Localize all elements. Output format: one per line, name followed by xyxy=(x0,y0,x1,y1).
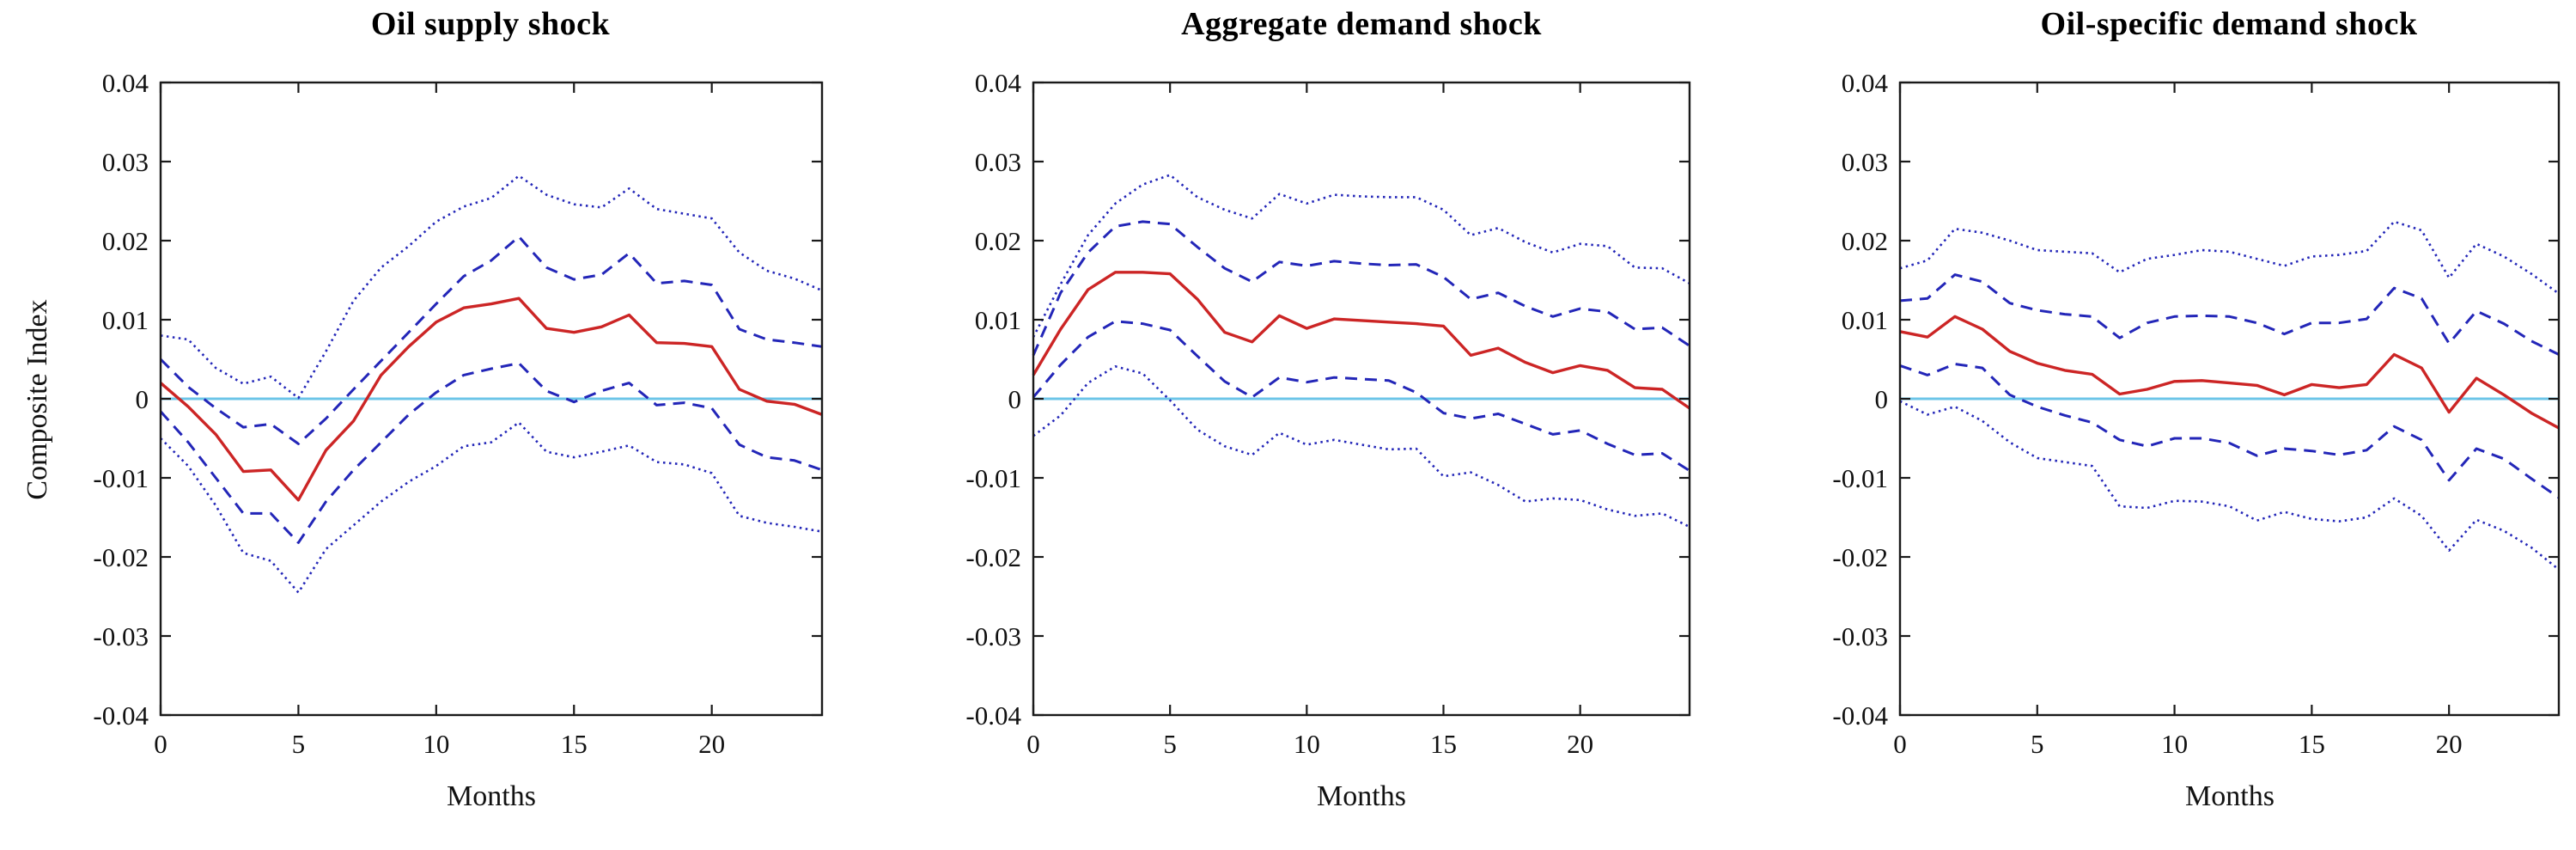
x-tick-label: 5 xyxy=(2031,729,2044,759)
axes-box xyxy=(1032,81,1691,717)
axes-box xyxy=(159,81,824,717)
x-tick-label: 15 xyxy=(1430,729,1457,759)
y-tick-label: 0 xyxy=(136,384,149,414)
series-dashed_upper_band xyxy=(1032,220,1690,357)
x-tick-label: 10 xyxy=(2161,729,2188,759)
x-tick-label: 5 xyxy=(1163,729,1177,759)
x-tick-label: 20 xyxy=(698,729,725,759)
x-axis-label-panel-1: Months xyxy=(447,780,536,812)
y-tick-label: 0.02 xyxy=(1842,226,1888,256)
y-tick-label: -0.02 xyxy=(93,542,149,572)
y-tick-label: -0.04 xyxy=(965,700,1021,731)
series-dotted_upper_band xyxy=(1032,174,1690,338)
y-tick-label: 0.03 xyxy=(975,147,1021,177)
series-dotted_lower_band xyxy=(1899,400,2560,571)
y-tick-label: 0.03 xyxy=(102,147,149,177)
y-tick-label: 0.04 xyxy=(1842,68,1889,98)
series-dashed_lower_band xyxy=(1899,363,2560,499)
y-tick-label: 0.03 xyxy=(1842,147,1888,177)
y-tick-label: -0.03 xyxy=(1832,621,1888,651)
x-tick-label: 10 xyxy=(423,729,449,759)
x-tick-label: 0 xyxy=(154,729,167,759)
y-tick-label: 0.01 xyxy=(975,305,1021,335)
y-tick-label: -0.03 xyxy=(965,621,1021,651)
y-tick-label: -0.01 xyxy=(965,463,1021,493)
y-tick-label: 0.01 xyxy=(1842,305,1888,335)
series-dashed_lower_band xyxy=(159,362,823,544)
x-tick-label: 0 xyxy=(1893,729,1907,759)
series-dashed_lower_band xyxy=(1032,320,1690,472)
y-tick-label: 0 xyxy=(1008,384,1022,414)
series-dotted_upper_band xyxy=(160,174,823,400)
x-tick-label: 15 xyxy=(2299,729,2325,759)
series-dotted_upper_band xyxy=(1899,220,2560,295)
panel-title-oil-supply: Oil supply shock xyxy=(370,6,611,42)
y-tick-label: -0.01 xyxy=(1832,463,1888,493)
series-dotted_lower_band xyxy=(160,421,823,594)
panel-title-aggregate-demand: Aggregate demand shock xyxy=(1181,6,1542,42)
y-tick-label: -0.04 xyxy=(1832,700,1888,731)
series-median_response xyxy=(1032,271,1690,410)
x-tick-label: 20 xyxy=(1567,729,1593,759)
series-median_response xyxy=(1899,315,2560,430)
x-axis-label-panel-3: Months xyxy=(2185,780,2275,812)
panel-2: 0.040.030.020.010-0.01-0.02-0.03-0.040 5 1… xyxy=(965,68,1691,759)
x-tick-label: 5 xyxy=(292,729,306,759)
y-tick-label: -0.01 xyxy=(93,463,149,493)
x-tick-label: 20 xyxy=(2436,729,2463,759)
y-tick-label: -0.02 xyxy=(1832,542,1888,572)
y-tick-label: 0.01 xyxy=(102,305,149,335)
y-tick-label: 0 xyxy=(1875,384,1889,414)
y-tick-label: 0.04 xyxy=(102,68,149,98)
axes-box xyxy=(1898,81,2561,717)
series-dashed_upper_band xyxy=(159,235,823,445)
series-dotted_lower_band xyxy=(1032,364,1690,529)
y-axis-label: Composite Index xyxy=(21,299,53,500)
y-tick-label: 0.02 xyxy=(102,226,149,256)
y-tick-label: 0.02 xyxy=(975,226,1021,256)
y-tick-label: -0.03 xyxy=(93,621,149,651)
panel-3: 0.040.030.020.010-0.01-0.02-0.03-0.040 5 1… xyxy=(1832,68,2561,759)
x-axis-label-panel-2: Months xyxy=(1317,780,1406,812)
series-dashed_upper_band xyxy=(1899,273,2560,356)
panel-1: 0.040.030.020.010-0.01-0.02-0.03-0.040 5 1… xyxy=(93,68,824,759)
y-tick-label: 0.04 xyxy=(975,68,1022,98)
x-tick-label: 15 xyxy=(561,729,588,759)
x-tick-label: 0 xyxy=(1026,729,1040,759)
y-tick-label: -0.04 xyxy=(93,700,149,731)
panel-title-oil-specific-demand: Oil-specific demand shock xyxy=(2040,6,2418,42)
series-median_response xyxy=(159,297,823,502)
y-tick-label: -0.02 xyxy=(965,542,1021,572)
x-tick-label: 10 xyxy=(1294,729,1320,759)
